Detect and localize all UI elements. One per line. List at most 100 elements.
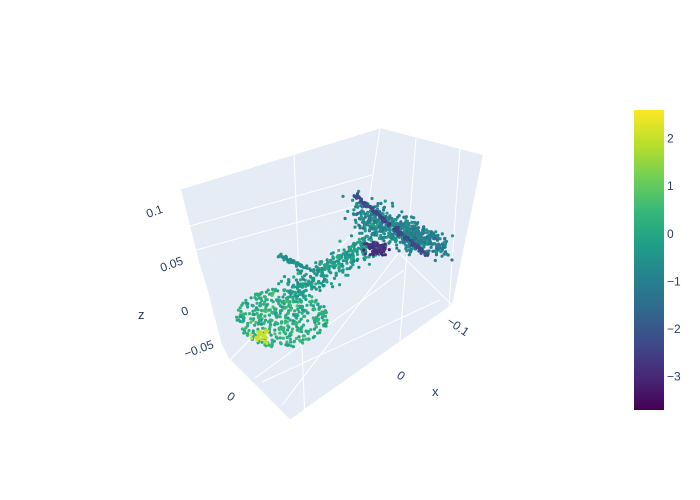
scatter-point (253, 323, 257, 327)
scatter-point (355, 196, 360, 200)
scatter-point (249, 296, 253, 300)
scatter-point (429, 245, 433, 249)
scatter-point (394, 240, 398, 244)
scatter-point (239, 309, 243, 313)
scatter-point (270, 293, 274, 297)
scatter-point (413, 220, 417, 224)
scatter-point (293, 309, 297, 313)
scatter-point (317, 321, 321, 325)
scatter-point (282, 275, 287, 279)
scatter-point (357, 265, 361, 269)
scatter-point (426, 253, 430, 257)
scatter-point (383, 253, 387, 257)
scatter-point (436, 233, 440, 237)
scatter-point (308, 267, 312, 271)
scatter-point (304, 337, 308, 341)
scatter-point (403, 221, 407, 226)
scatter-point (294, 315, 298, 319)
scatter-point (306, 330, 311, 334)
scatter-point (263, 339, 267, 343)
scatter-point (275, 298, 279, 302)
scatter-point (337, 266, 341, 270)
scatter-point (338, 283, 342, 287)
scatter-point (399, 223, 403, 227)
scatter-point (287, 343, 291, 347)
scatter-point (415, 222, 419, 226)
scatter-point (365, 242, 369, 246)
scatter-point (381, 246, 386, 250)
scatter-point (359, 215, 363, 219)
scatter-point (387, 241, 391, 245)
scatter-point (278, 331, 282, 335)
back-wall-left (181, 128, 380, 265)
scatter-point (314, 287, 318, 291)
scatter-point (363, 221, 367, 225)
scatter-point (359, 199, 364, 203)
scatter-point (428, 242, 432, 246)
scatter-point (362, 242, 366, 246)
scatter-point (364, 203, 369, 207)
scatter-point (390, 201, 394, 205)
scatter-point (286, 328, 290, 332)
scatter-point (410, 220, 414, 224)
scatter-point (261, 309, 265, 313)
colorbar (634, 110, 664, 410)
z-tick-label: 0.05 (158, 254, 185, 275)
scatter-point (410, 240, 414, 245)
scatter-point (355, 201, 359, 206)
scatter-point (388, 216, 392, 220)
scatter-point (281, 336, 285, 340)
scatter-point (298, 282, 302, 286)
scatter-point (267, 308, 271, 312)
scatter-point (256, 333, 260, 337)
scatter-point (358, 226, 362, 230)
scatter-point (256, 330, 260, 334)
scatter-point (312, 327, 316, 331)
scatter-point (353, 225, 357, 229)
scatter-point (386, 234, 390, 238)
scatter-point (256, 315, 260, 319)
scatter-point (347, 249, 351, 253)
scatter-point (298, 304, 302, 308)
scatter-point (304, 272, 308, 276)
scatter-point (246, 321, 250, 326)
scatter-point (282, 292, 287, 296)
scatter-point (260, 298, 264, 303)
scatter-points (235, 189, 455, 349)
scatter-point (300, 285, 304, 289)
scatter-point (270, 341, 274, 345)
scatter-point (346, 254, 350, 258)
scatter-point (298, 298, 302, 302)
scatter-point (363, 252, 367, 256)
scatter-point (406, 233, 410, 237)
scatter-point (352, 212, 356, 216)
scatter-point (247, 328, 251, 333)
scatter-point (265, 303, 269, 307)
z-axis-title: z (138, 307, 145, 322)
scatter-point (439, 250, 443, 254)
scatter-point (397, 233, 401, 237)
scatter-point (246, 324, 250, 328)
scatter-point (349, 265, 353, 269)
scatter-point (370, 208, 374, 212)
scatter-point (387, 232, 391, 236)
scatter-point (351, 263, 355, 267)
scatter-point (359, 204, 363, 208)
scatter-point (298, 278, 302, 282)
scatter-point (264, 309, 268, 314)
scatter-point (343, 216, 347, 221)
scatter-point (358, 210, 362, 215)
scatter-point (361, 246, 365, 250)
scatter-point (286, 311, 291, 315)
scatter-point (395, 221, 399, 225)
scatter-point (259, 296, 263, 300)
scatter-point (420, 238, 424, 242)
scatter-point (292, 275, 296, 279)
colorbar-tick-label: −2 (667, 322, 681, 336)
scatter-point (306, 319, 310, 323)
scatter-point (416, 238, 420, 243)
scatter-point (290, 330, 294, 334)
scatter-point (355, 258, 359, 263)
scatter-point (315, 315, 319, 319)
